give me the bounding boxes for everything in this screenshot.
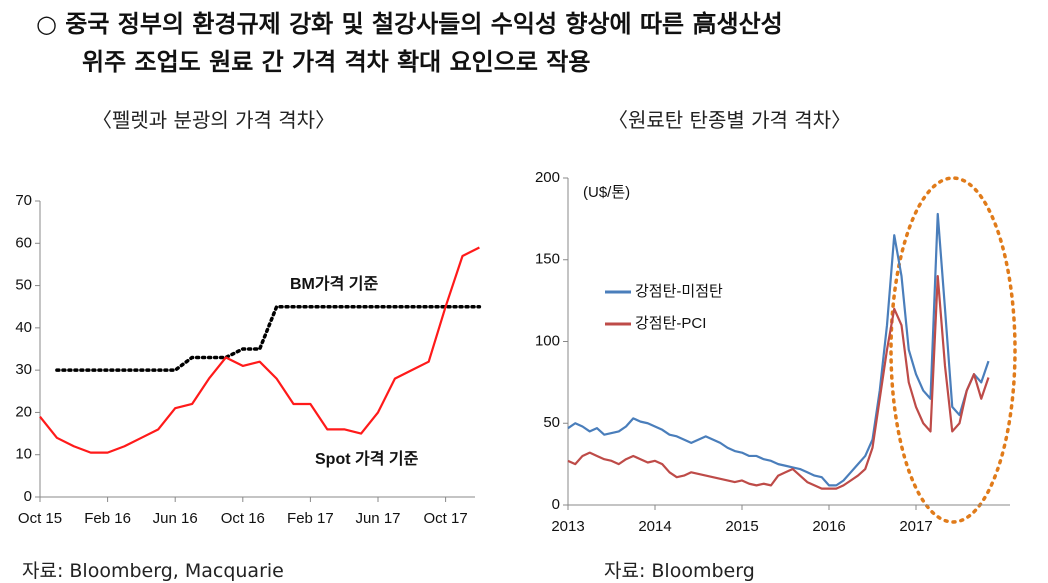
x-tick-label: 2013 (551, 518, 584, 535)
x-tick-label: Jun 17 (355, 510, 400, 527)
source: 자료: Bloomberg, Macquarie (22, 560, 284, 582)
series-line (567, 275, 990, 490)
y-tick-label: 200 (535, 169, 560, 186)
chart-title: 〈원료탄 탄종별 가격 격차〉 (608, 108, 852, 132)
chart-title: 〈펠렛과 분광의 가격 격차〉 (92, 108, 336, 132)
y-tick-label: 40 (15, 319, 32, 336)
header-line: ○ 중국 정부의 환경규제 강화 및 철강사들의 수익성 향상에 따른 高생산성 (36, 10, 783, 38)
x-tick-label: 2014 (638, 518, 671, 535)
series-line (567, 212, 990, 487)
header-line: 위주 조업도 원료 간 가격 격차 확대 요인으로 작용 (82, 48, 591, 76)
y-tick-label: 50 (15, 277, 32, 294)
y-tick-label: 0 (552, 496, 560, 513)
y-tick-label: 50 (543, 414, 560, 431)
x-tick-label: 2017 (899, 518, 932, 535)
y-axis-label: (U$/톤) (583, 184, 630, 201)
series-label: BM가격 기준 (290, 275, 378, 293)
x-tick-label: 2015 (725, 518, 758, 535)
y-tick-label: 20 (15, 403, 32, 420)
legend-label: 강점탄-PCI (635, 315, 706, 332)
series-line (39, 246, 480, 454)
y-tick-label: 60 (15, 234, 32, 251)
x-tick-label: Oct 17 (424, 510, 468, 527)
legend-label: 강점탄-미점탄 (635, 283, 723, 300)
y-tick-label: 30 (15, 361, 32, 378)
x-tick-label: Feb 16 (84, 510, 131, 527)
y-tick-label: 10 (15, 446, 32, 463)
x-tick-label: Oct 16 (221, 510, 265, 527)
x-tick-label: Oct 15 (18, 510, 62, 527)
x-tick-label: 2016 (812, 518, 845, 535)
x-tick-label: Jun 16 (153, 510, 198, 527)
y-tick-label: 150 (535, 251, 560, 268)
y-tick-label: 70 (15, 192, 32, 209)
source: 자료: Bloomberg (604, 560, 755, 582)
y-tick-label: 100 (535, 332, 560, 349)
y-tick-label: 0 (24, 488, 32, 505)
highlight-ellipse (889, 176, 1017, 524)
x-tick-label: Feb 17 (287, 510, 334, 527)
series-label: Spot 가격 기준 (315, 450, 419, 468)
series-line (55, 304, 482, 372)
